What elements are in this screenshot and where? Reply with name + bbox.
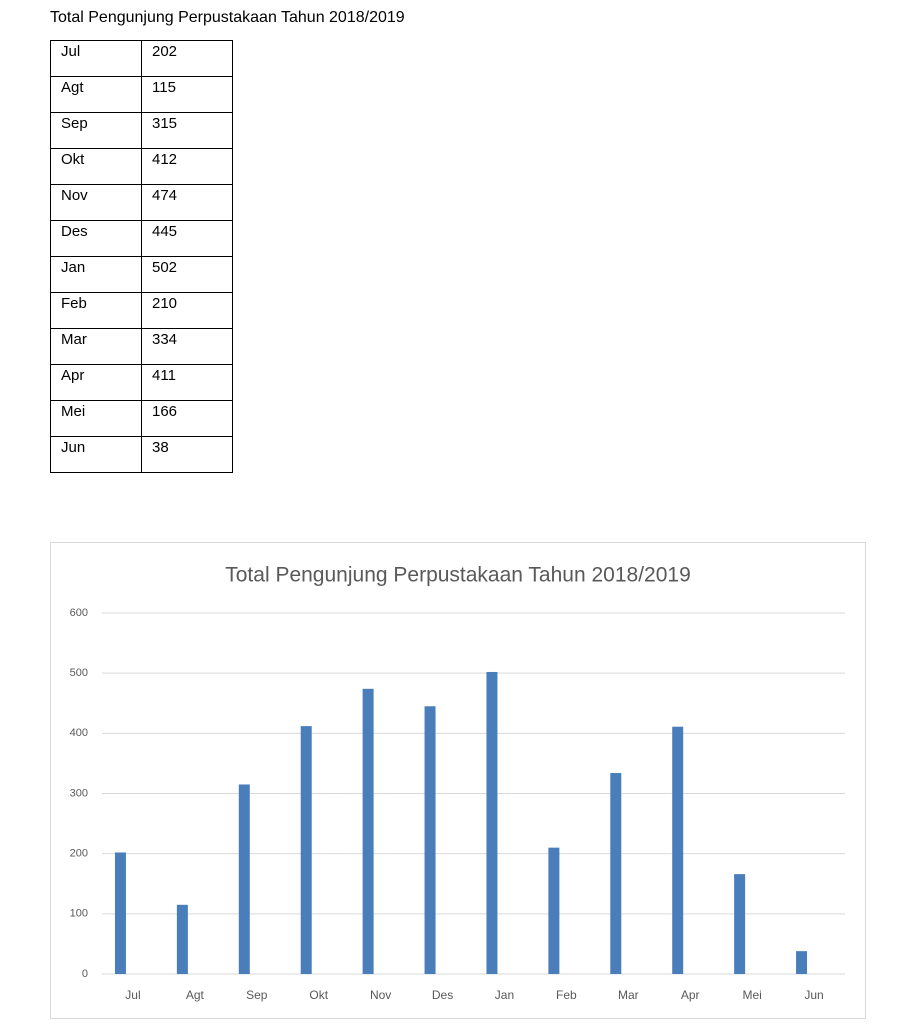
table-row: Sep 315: [50, 112, 233, 149]
x-tick-label: Mar: [618, 988, 639, 1002]
month-cell: Agt: [50, 76, 142, 113]
y-tick-label: 400: [70, 727, 88, 739]
month-cell: Okt: [50, 148, 142, 185]
bar: [114, 852, 126, 974]
x-tick-label: Sep: [246, 988, 268, 1002]
x-tick-label: Jun: [804, 988, 823, 1002]
value-cell: 502: [141, 256, 233, 293]
bar: [610, 773, 622, 974]
table-row: Apr 411: [50, 364, 233, 401]
y-tick-label: 300: [70, 787, 88, 799]
bar: [796, 951, 808, 974]
value-cell: 411: [141, 364, 233, 401]
bar: [362, 688, 374, 974]
bar: [672, 726, 684, 974]
month-cell: Apr: [50, 364, 142, 401]
bar: [300, 726, 312, 974]
x-tick-label: Apr: [681, 988, 700, 1002]
data-table: Jul 202 Agt 115 Sep 315 Okt 412 Nov 474 Des 445 Jan 5…: [50, 40, 233, 473]
x-tick-label: Mei: [742, 988, 761, 1002]
x-tick-label: Okt: [309, 988, 328, 1002]
document-title: Total Pengunjung Perpustakaan Tahun 2018…: [50, 9, 405, 26]
month-cell: Des: [50, 220, 142, 257]
bar: [548, 847, 560, 974]
y-tick-label: 0: [82, 968, 88, 980]
value-cell: 474: [141, 184, 233, 221]
value-cell: 115: [141, 76, 233, 113]
bar: [486, 671, 498, 974]
table-row: Des 445: [50, 220, 233, 257]
table-row: Jun 38: [50, 436, 233, 473]
table-row: Okt 412: [50, 148, 233, 185]
value-cell: 412: [141, 148, 233, 185]
x-tick-label: Jul: [125, 988, 140, 1002]
month-cell: Jul: [50, 40, 142, 77]
month-cell: Jun: [50, 436, 142, 473]
y-tick-label: 500: [70, 667, 88, 679]
table-row: Jul 202: [50, 40, 233, 77]
value-cell: 166: [141, 400, 233, 437]
value-cell: 38: [141, 436, 233, 473]
x-tick-label: Jan: [495, 988, 514, 1002]
bar: [424, 706, 436, 974]
x-tick-label: Feb: [556, 988, 577, 1002]
table-row: Agt 115: [50, 76, 233, 113]
bar: [176, 904, 188, 974]
value-cell: 445: [141, 220, 233, 257]
table-row: Feb 210: [50, 292, 233, 329]
y-tick-label: 100: [70, 908, 88, 920]
bar: [238, 784, 250, 974]
y-tick-label: 200: [70, 848, 88, 860]
x-tick-label: Agt: [186, 988, 205, 1002]
chart-title: Total Pengunjung Perpustakaan Tahun 2018…: [225, 564, 691, 587]
value-cell: 210: [141, 292, 233, 329]
value-cell: 202: [141, 40, 233, 77]
x-tick-label: Des: [432, 988, 453, 1002]
x-tick-label: Nov: [370, 988, 391, 1002]
y-tick-label: 600: [70, 607, 88, 619]
bar: [734, 874, 746, 974]
month-cell: Feb: [50, 292, 142, 329]
